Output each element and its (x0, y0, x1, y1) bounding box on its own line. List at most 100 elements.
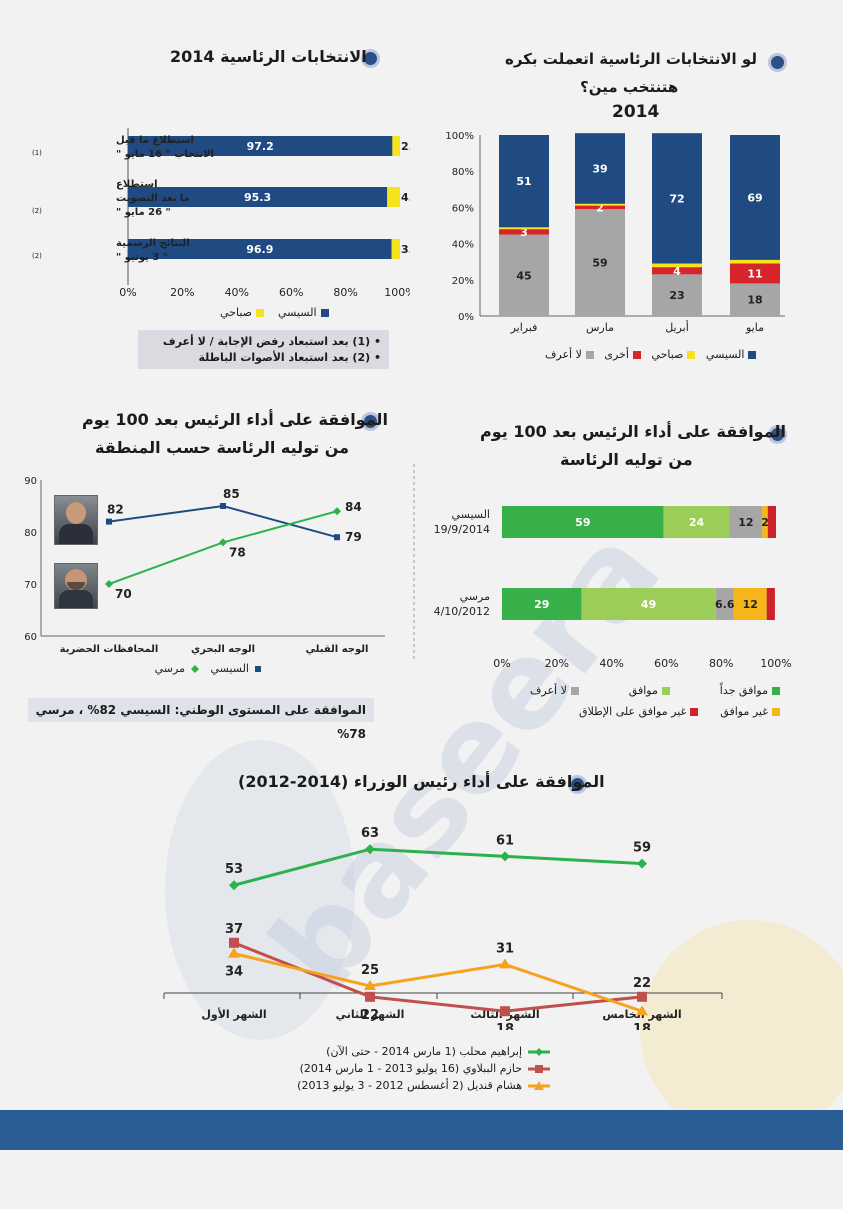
x-tick-label: الوجه البحري (191, 644, 255, 655)
data-label: 3 (520, 226, 528, 239)
bar-segment (730, 283, 780, 316)
series-line (108, 510, 338, 585)
legend-other: أخرى (604, 348, 641, 361)
legend-marker-icon (528, 1047, 550, 1056)
data-point (228, 947, 240, 958)
x-tick-label: الشهر الثاني (336, 1008, 405, 1021)
data-label: 59 (575, 516, 590, 529)
data-label: 2.8 (401, 140, 410, 153)
data-point (364, 980, 376, 990)
legend-disapprove: غير موافق (720, 705, 780, 718)
legend-marker-icon (255, 666, 261, 672)
bar-segment (652, 267, 702, 275)
section-bullet-icon (771, 56, 784, 69)
region-approval-title-line1: الموافقة على أداء الرئيس بعد 100 يوم (82, 410, 388, 429)
data-point (637, 991, 647, 1002)
bar-segment (663, 506, 730, 538)
approval-100-chart: 59 24 12 2 السيسي 19/9/2014 29 49 6.6 12 مرسي 4/10/… (413, 464, 792, 670)
y-tick-label: 60 (25, 632, 37, 643)
series-line (233, 941, 643, 1013)
footnote-ref: (1) (32, 149, 42, 157)
series-line (233, 952, 643, 1013)
bar-segment (652, 263, 702, 268)
legend-marker-icon (191, 665, 199, 673)
bar-sabahi (391, 239, 400, 259)
category-label: السيسي (451, 508, 490, 521)
x-tick-label: فبراير (510, 321, 538, 334)
national-approval-banner: الموافقة على المستوى الوطني: السيسي 82% … (28, 698, 374, 741)
data-label: 69 (747, 191, 762, 204)
legend-sabahi: صباحي (651, 348, 696, 361)
pm-approval-legend: إبراهيم محلب (1 مارس 2014 - حتى الآن) حا… (270, 1045, 550, 1092)
y-tick-label: 70 (25, 580, 37, 591)
x-tick-label: المحافظات الحضرية (60, 644, 159, 655)
data-point (105, 580, 113, 588)
data-label: 63 (361, 826, 379, 841)
bar-segment (581, 588, 716, 620)
x-tick-label: 100% (760, 657, 791, 670)
bar-segment (729, 506, 763, 538)
data-label: 2 (596, 201, 604, 214)
bar-sisi (128, 239, 392, 259)
footer-bar (0, 1110, 843, 1150)
x-tick-label: مارس (586, 321, 614, 334)
data-point (499, 958, 511, 969)
category-label: الانتخاب " 16 مايو " (116, 149, 214, 160)
legend-strongly-approve: موافق جداً (720, 684, 780, 697)
data-label: 22 (361, 1008, 379, 1023)
bar-segment (575, 133, 625, 204)
x-tick-label: 80% (709, 657, 733, 670)
elections-2014-chart: 97.2 2.8 استطلاع ما قبل الانتخاب " 16 مايو … (32, 128, 410, 299)
data-label: 18 (633, 1022, 651, 1030)
legend-dk: لا أعرف (545, 348, 594, 361)
data-label: 4 (673, 265, 681, 278)
data-label: 97.2 (247, 140, 274, 153)
approval-100-title-line1: الموافقة على أداء الرئيس بعد 100 يوم (480, 422, 786, 441)
elections-2014-notes: • (1) بعد استبعاد رفض الإجابة / لا أعرف … (138, 330, 389, 369)
elections-2014-legend: السيسي صباحي (220, 306, 329, 319)
approval-100-legend: موافق جداً موافق لا أعرف غير موافق غير م… (530, 684, 780, 718)
vote-if-held-title-line2: هتنتخب مين؟ (580, 78, 679, 96)
data-point (229, 880, 239, 891)
data-label: 22 (633, 976, 651, 991)
bar-segment (652, 133, 702, 264)
x-tick-label: 20% (170, 286, 194, 299)
x-tick-label: 0% (119, 286, 136, 299)
vote-if-held-title-line1: لو الانتخابات الرئاسية اتعملت بكره (505, 50, 757, 68)
legend-marker-icon (528, 1064, 550, 1073)
data-label: 29 (534, 598, 549, 611)
bar-segment (502, 506, 664, 538)
data-label: 4.7 (401, 191, 410, 204)
data-label: 49 (641, 598, 656, 611)
bar-segment (766, 588, 775, 620)
data-label: 23 (669, 289, 684, 302)
data-point (365, 844, 375, 855)
data-point (219, 538, 227, 547)
data-label: 34 (225, 965, 243, 980)
y-tick-label: 40% (452, 240, 474, 251)
data-point (500, 1006, 510, 1017)
bar-sisi (128, 187, 388, 207)
data-label: 78 (229, 545, 246, 559)
bar-sisi (128, 136, 393, 156)
data-label: 82 (107, 503, 124, 517)
section-bullet-icon (364, 52, 377, 65)
bar-segment (499, 234, 549, 316)
bar-segment (730, 259, 780, 264)
data-label: 79 (345, 530, 362, 544)
legend-beblawi: حازم الببلاوي (16 يوليو 2013 - 1 مارس 20… (270, 1062, 550, 1075)
legend-marker-icon (528, 1080, 550, 1090)
data-label: 11 (747, 267, 762, 280)
legend-sabahi: صباحي (220, 306, 264, 319)
elections-2014-title: الانتخابات الرئاسية 2014 (170, 47, 367, 66)
data-label: 39 (592, 162, 607, 175)
bar-segment (715, 588, 734, 620)
data-label: 53 (225, 862, 243, 877)
data-label: 61 (496, 833, 514, 848)
data-point (229, 937, 239, 948)
data-point (333, 507, 341, 516)
bar-segment (767, 506, 776, 538)
data-label: 12 (743, 598, 758, 611)
data-label: 59 (633, 841, 651, 856)
approval-100-title-line2: من توليه الرئاسة (560, 450, 693, 469)
